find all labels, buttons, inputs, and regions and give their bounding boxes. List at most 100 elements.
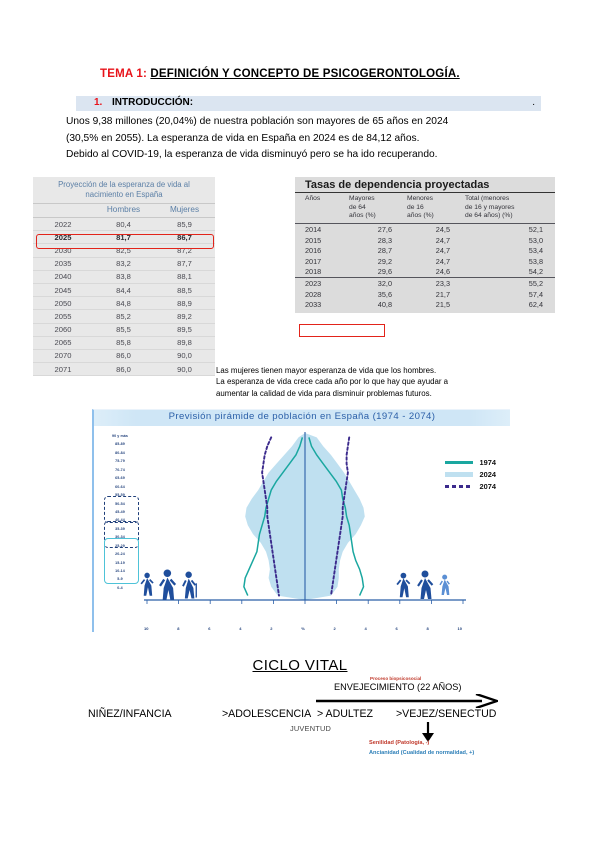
series-line-1974 (308, 437, 365, 596)
cell-menores16: 21,5 (435, 299, 450, 309)
proceso-biopsicosocial-note: Proceso biopsicosocial (370, 676, 422, 681)
age-tick-label: 65-69 (115, 476, 125, 481)
cell-mujeres: 85,9 (154, 217, 215, 232)
x-tick-label: 6 (395, 626, 398, 631)
cell-mujeres: 86,7 (154, 230, 215, 245)
age-tick-label: 70-74 (115, 467, 125, 472)
cell-year: 2065 (33, 336, 93, 350)
cell-year: 2028 (305, 289, 322, 299)
table-row: 2015 28,3 24,7 53,0 (295, 235, 555, 245)
cell-mujeres: 88,5 (154, 283, 215, 298)
chart-age-axis: 90 y más 85-89 80-84 75-79 70-74 65-69 60-64 55… (98, 432, 142, 592)
table-row: 2028 35,6 21,7 57,4 (295, 289, 555, 299)
cell-menores16: 24,7 (435, 235, 450, 245)
cell-mujeres: 88,1 (154, 270, 215, 284)
cell-year: 2016 (305, 246, 322, 256)
x-tick-label: 8 (177, 626, 180, 631)
chart-title-bar: Previsión pirámide de población en Españ… (94, 410, 510, 426)
chart-title-band (94, 410, 510, 426)
cell-year: 2030 (33, 243, 93, 258)
cell-hombres: 84,4 (93, 283, 154, 298)
cell-hombres: 86,0 (93, 362, 154, 377)
cell-hombres: 83,2 (93, 257, 154, 271)
cell-menores16: 24,5 (404, 222, 462, 236)
cell-hombres: 85,8 (93, 336, 154, 350)
page-title-rest: DEFINICIÓN Y CONCEPTO DE PSICOGERONTOLOG… (150, 68, 460, 80)
age-tick-label: 35-39 (115, 526, 125, 531)
legend-item-2024: 2024 (444, 468, 496, 480)
vejez-sub-notes: Senilidad (Patología, -) Ancianidad (Cua… (369, 739, 474, 758)
cell-mujeres: 87,2 (154, 243, 215, 258)
senilidad-note: Senilidad (Patología, -) (369, 740, 430, 746)
population-pyramid-chart: Previsión pirámide de población en Españ… (92, 409, 510, 632)
cell-year: 2014 (295, 222, 346, 236)
envejecimiento-label: ENVEJECIMIENTO (22 AÑOS) (334, 682, 462, 692)
cell-total: 57,4 (528, 289, 543, 299)
table-row: 2071 86,0 90,0 (33, 362, 215, 377)
age-tick-label: 80-84 (115, 450, 125, 455)
ciclo-vital-stages: NIÑEZ/INFANCIA >ADOLESCENCIA > ADULTEZ >… (0, 708, 600, 726)
cell-menores16: 24,7 (435, 246, 450, 256)
age-tick-label: 20-24 (115, 552, 125, 557)
cell-year: 2040 (33, 270, 93, 284)
chart-title: Previsión pirámide de población en Españ… (168, 411, 436, 422)
age-tick-label: 30-34 (115, 535, 125, 540)
age-tick-label: 40-44 (115, 518, 125, 523)
timeline-arrow-right-icon (316, 694, 498, 708)
cell-year: 2060 (33, 323, 93, 337)
cell-year: 2017 (305, 256, 322, 266)
x-tick-label: 2 (270, 626, 273, 631)
walking-people-icons (140, 569, 450, 600)
cell-total: 53,4 (528, 246, 543, 256)
x-tick-label: 4 (239, 626, 242, 631)
table-row: 2050 84,8 88,9 (33, 296, 215, 311)
legend-label-2074: 2074 (479, 481, 496, 491)
stage-adolescencia: >ADOLESCENCIA (222, 708, 312, 720)
col-header-mayores64: Mayores de 64 años (%) (349, 195, 376, 220)
cell-hombres: 83,8 (93, 270, 154, 284)
col-header-year (33, 203, 93, 218)
age-tick-label: 85-89 (115, 442, 125, 447)
legend-item-2074: 2074 (444, 480, 496, 492)
table-row: 2014 27,6 24,5 52,1 (295, 222, 555, 236)
cell-mujeres: 90,0 (154, 349, 215, 364)
cell-hombres: 81,7 (93, 230, 154, 245)
cell-total: 52,1 (462, 222, 555, 236)
table-row: 2016 28,7 24,7 53,4 (295, 245, 555, 255)
age-tick-label: 0-4 (117, 585, 123, 590)
x-tick-label: 8 (426, 626, 429, 631)
cell-year: 2055 (33, 309, 93, 324)
intro-line-1: Unos 9,38 millones (20,04%) de nuestra p… (66, 116, 449, 127)
cell-total: 54,2 (528, 266, 543, 276)
cell-year: 2015 (305, 235, 322, 245)
chart-x-axis-labels: 10 8 6 4 2% 2 4 6 8 10 (144, 626, 462, 631)
table-row: 2023 32,0 23,3 55,2 (295, 276, 555, 289)
age-tick-label: 45-49 (115, 509, 125, 514)
legend-item-1974: 1974 (444, 456, 496, 468)
cell-hombres: 82,5 (93, 243, 154, 258)
cell-total: 55,2 (462, 276, 555, 289)
cell-year: 2025 (33, 230, 93, 245)
section-label: INTRODUCCIÓN: (112, 97, 194, 108)
cell-menores16: 24,6 (435, 266, 450, 276)
dependency-table: Años Mayores de 64 años (%) Menores de 1… (295, 193, 555, 313)
cell-year: 2035 (33, 257, 93, 271)
col-header-anos: Años (305, 195, 321, 202)
legend-label-2024: 2024 (479, 469, 496, 479)
section-number: 1. (94, 97, 103, 108)
section-heading-introduccion: 1. INTRODUCCIÓN: . (76, 96, 541, 111)
table-row: 2018 29,6 24,6 54,2 (295, 266, 555, 277)
cell-menores16: 23,3 (404, 276, 462, 289)
age-tick-label: 5-9 (117, 577, 123, 582)
cell-mayores64: 32,0 (346, 276, 404, 289)
x-tick-label: 6 (208, 626, 211, 631)
col-header-total: Total (menores de 16 y mayores de 64 año… (465, 195, 515, 220)
dependency-table-wrapper: Tasas de dependencia proyectadas Años Ma… (295, 177, 555, 313)
table-row: 2022 80,4 85,9 (33, 217, 215, 232)
stage-vejez-senectud: >VEJEZ/SENECTUD (396, 708, 497, 720)
chart-plot-area: 90 y más 85-89 80-84 75-79 70-74 65-69 60-64 55… (94, 426, 510, 632)
section-trailing-dot: . (532, 97, 535, 108)
intro-line-3: Debido al COVID-19, la esperanza de vida… (66, 149, 438, 160)
cell-year: 2045 (33, 283, 93, 298)
life-expectancy-table: Proyección de la esperanza de vida al na… (33, 177, 215, 377)
